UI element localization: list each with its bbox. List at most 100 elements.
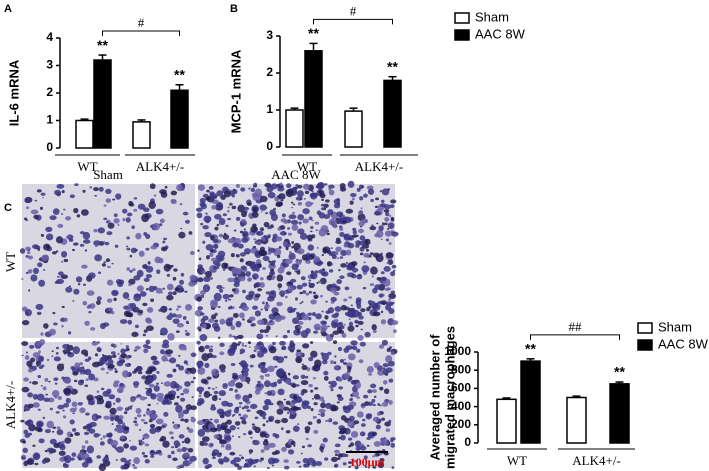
cell [380, 310, 384, 314]
cell [237, 341, 242, 344]
cell [214, 213, 222, 220]
cell [279, 340, 286, 346]
cell [318, 190, 323, 195]
cell [248, 262, 254, 267]
cell [291, 263, 299, 271]
cell [135, 232, 142, 240]
cell [247, 202, 252, 206]
cell [190, 352, 197, 358]
cell [273, 381, 277, 385]
cell [98, 464, 107, 471]
cell [288, 214, 297, 220]
cell [126, 312, 133, 318]
cell [253, 238, 257, 241]
cell [360, 308, 366, 313]
cell [198, 345, 205, 353]
cell [340, 263, 347, 268]
cell [153, 385, 160, 392]
cell [102, 390, 110, 397]
cell [173, 440, 180, 447]
cell [222, 457, 230, 463]
cell [262, 404, 269, 411]
row-label: WT [3, 252, 18, 272]
cell [77, 366, 85, 373]
cell [55, 411, 60, 414]
cell [359, 196, 364, 201]
cell [310, 225, 314, 230]
cell [264, 380, 271, 388]
cell [204, 344, 210, 350]
cell [384, 421, 391, 427]
cell [346, 264, 354, 271]
cell [55, 352, 59, 355]
cell [149, 427, 157, 435]
cell [237, 334, 244, 340]
cell [106, 298, 113, 303]
cell [209, 252, 214, 257]
cell [375, 197, 380, 201]
cell [19, 248, 26, 254]
cell [326, 232, 331, 236]
cell [226, 322, 233, 327]
cell [39, 206, 44, 210]
cell [277, 186, 285, 192]
cell [246, 409, 251, 412]
cell [149, 366, 157, 372]
cell [367, 389, 373, 394]
cell [112, 354, 117, 359]
legend-swatch [454, 29, 470, 41]
cell [178, 434, 185, 439]
cell [245, 271, 251, 277]
cell [24, 355, 30, 361]
cell [171, 313, 177, 318]
cell [384, 230, 392, 237]
cell [195, 207, 203, 212]
cell [73, 242, 78, 246]
cell [256, 383, 262, 388]
cell [202, 284, 211, 293]
cell [138, 439, 143, 443]
cell [247, 341, 252, 345]
cell [210, 314, 217, 320]
cell [75, 276, 83, 283]
cell [243, 248, 251, 255]
cell [69, 419, 75, 425]
cell [55, 250, 59, 253]
cell [215, 386, 218, 389]
cell [33, 214, 39, 220]
cell [209, 345, 214, 348]
cell [199, 201, 206, 207]
cell [226, 419, 232, 425]
cell [49, 438, 57, 445]
cell [27, 368, 34, 373]
cell [58, 450, 66, 456]
cell [243, 405, 250, 409]
cell [300, 276, 306, 281]
cell [134, 417, 138, 420]
cell [183, 452, 190, 457]
cell [220, 369, 226, 373]
cell [267, 457, 276, 465]
cell [133, 197, 138, 200]
cell [268, 442, 276, 448]
cell [296, 423, 300, 426]
cell [261, 237, 266, 242]
cell [66, 344, 74, 351]
cell [241, 236, 249, 244]
cell [227, 380, 236, 387]
cell [184, 381, 191, 387]
cell [170, 380, 178, 389]
cell [347, 379, 351, 382]
cell [162, 440, 170, 448]
cell [185, 332, 191, 337]
cell [298, 465, 302, 468]
cell [93, 187, 99, 192]
cell [180, 397, 186, 402]
cell [277, 379, 283, 384]
cell [347, 180, 355, 188]
cell [318, 408, 326, 414]
cell [312, 312, 316, 317]
cell [267, 234, 271, 238]
cell [119, 435, 126, 440]
cell [56, 275, 60, 278]
